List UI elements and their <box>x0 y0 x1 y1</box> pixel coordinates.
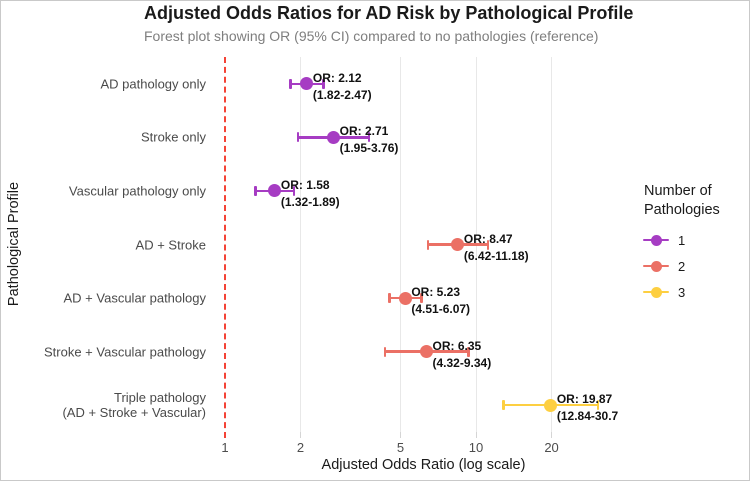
or-annotation: OR: 8.47 (6.42-11.18) <box>464 231 529 265</box>
ci-range-label: (1.95-3.76) <box>339 141 399 156</box>
or-point <box>419 345 433 359</box>
ci-cap-low <box>254 185 257 196</box>
ci-cap-high <box>292 185 296 196</box>
gridline <box>300 57 302 432</box>
ci-cap-high <box>486 239 490 250</box>
or-annotation: OR: 1.58 (1.32-1.89) <box>281 177 340 211</box>
ci-cap-low <box>426 239 430 250</box>
legend-key-icon <box>643 233 669 247</box>
x-tick <box>399 432 401 438</box>
legend-key-icon <box>643 285 669 299</box>
ci-cap-high <box>420 293 423 304</box>
or-point <box>398 291 412 305</box>
or-value-label: OR: 2.12 <box>312 70 362 85</box>
or-point <box>300 77 314 91</box>
or-value-label: OR: 1.58 <box>280 177 330 192</box>
ci-range-label: (4.51-6.07) <box>411 302 471 317</box>
or-value-label: OR: 19.87 <box>556 392 613 407</box>
forest-row-label: AD pathology only <box>100 76 206 92</box>
or-annotation: OR: 5.23 (4.51-6.07) <box>411 284 470 318</box>
or-value-label: OR: 8.47 <box>463 231 513 246</box>
x-tick-label: 5 <box>396 440 405 455</box>
x-tick <box>300 432 302 438</box>
or-annotation: OR: 19.87 (12.84-30.7 <box>557 391 618 425</box>
ci-range-label: (6.42-11.18) <box>463 248 529 263</box>
legend-label: 3 <box>678 284 686 300</box>
forest-row-label: Stroke + Vascular pathology <box>44 344 206 360</box>
or-value-label: OR: 2.71 <box>339 124 389 139</box>
x-tick <box>551 432 553 438</box>
legend-title: Number of Pathologies <box>644 183 720 218</box>
forest-row-label: AD + Stroke <box>135 237 206 252</box>
or-point <box>327 130 341 144</box>
or-annotation: OR: 6.35 (4.32-9.34) <box>432 338 491 372</box>
ci-cap-low <box>388 293 391 304</box>
ci-cap-low <box>383 346 386 357</box>
gridline <box>399 57 401 432</box>
x-tick-label: 20 <box>544 440 559 455</box>
legend: 1 2 3 <box>643 227 685 305</box>
ci-range-label: (12.84-30.7 <box>556 409 619 424</box>
chart-subtitle: Forest plot showing OR (95% CI) compared… <box>144 28 599 44</box>
ci-cap-low <box>289 78 292 89</box>
reference-line <box>224 57 226 438</box>
or-value-label: OR: 6.35 <box>432 338 482 353</box>
ci-cap-high <box>596 400 600 411</box>
chart-title: Adjusted Odds Ratios for AD Risk by Path… <box>144 3 634 23</box>
forest-row-label: Vascular pathology only <box>68 183 206 199</box>
ci-cap-high <box>467 346 470 357</box>
legend-entry-3: 3 <box>643 279 685 305</box>
or-point <box>451 238 465 251</box>
ci-cap-low <box>296 132 300 143</box>
forest-row-label: Triple pathology (AD + Stroke + Vascular… <box>62 390 206 421</box>
x-tick-label: 2 <box>296 440 305 455</box>
ci-cap-high <box>322 78 325 89</box>
x-tick-label: 1 <box>221 440 229 455</box>
or-point <box>268 184 282 198</box>
forest-row-label: AD + Vascular pathology <box>63 290 206 306</box>
ci-cap-high <box>367 132 371 143</box>
or-value-label: OR: 5.23 <box>411 285 461 300</box>
legend-label: 2 <box>678 258 686 274</box>
forest-row-label: Stroke only <box>140 129 206 145</box>
legend-label: 1 <box>678 232 686 248</box>
or-annotation: OR: 2.12 (1.82-2.47) <box>313 70 372 104</box>
or-point <box>544 398 558 412</box>
x-tick-label: 10 <box>468 440 484 455</box>
ci-range-label: (1.82-2.47) <box>312 87 372 102</box>
legend-entry-2: 2 <box>643 253 685 279</box>
ci-cap-low <box>502 400 505 411</box>
ci-range-label: (4.32-9.34) <box>432 355 492 370</box>
or-annotation: OR: 2.71 (1.95-3.76) <box>340 123 399 157</box>
legend-key-icon <box>643 259 669 273</box>
x-axis-title: Adjusted Odds Ratio (log scale) <box>321 457 526 473</box>
legend-entry-1: 1 <box>643 227 685 253</box>
ci-range-label: (1.32-1.89) <box>280 194 340 209</box>
x-tick <box>475 432 477 438</box>
gridline <box>551 57 553 432</box>
